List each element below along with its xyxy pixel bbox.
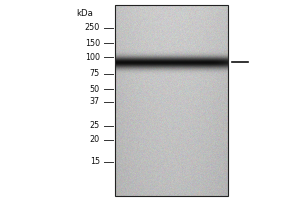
Text: 15: 15 — [90, 158, 100, 166]
Text: 25: 25 — [90, 121, 100, 130]
Text: 150: 150 — [85, 38, 100, 47]
Text: 37: 37 — [90, 98, 100, 106]
Text: 75: 75 — [90, 70, 100, 78]
Text: 100: 100 — [85, 52, 100, 62]
Text: 50: 50 — [90, 84, 100, 94]
Text: 250: 250 — [85, 23, 100, 32]
Text: kDa: kDa — [76, 9, 93, 18]
Text: 20: 20 — [90, 136, 100, 144]
Bar — [115, 5, 228, 196]
